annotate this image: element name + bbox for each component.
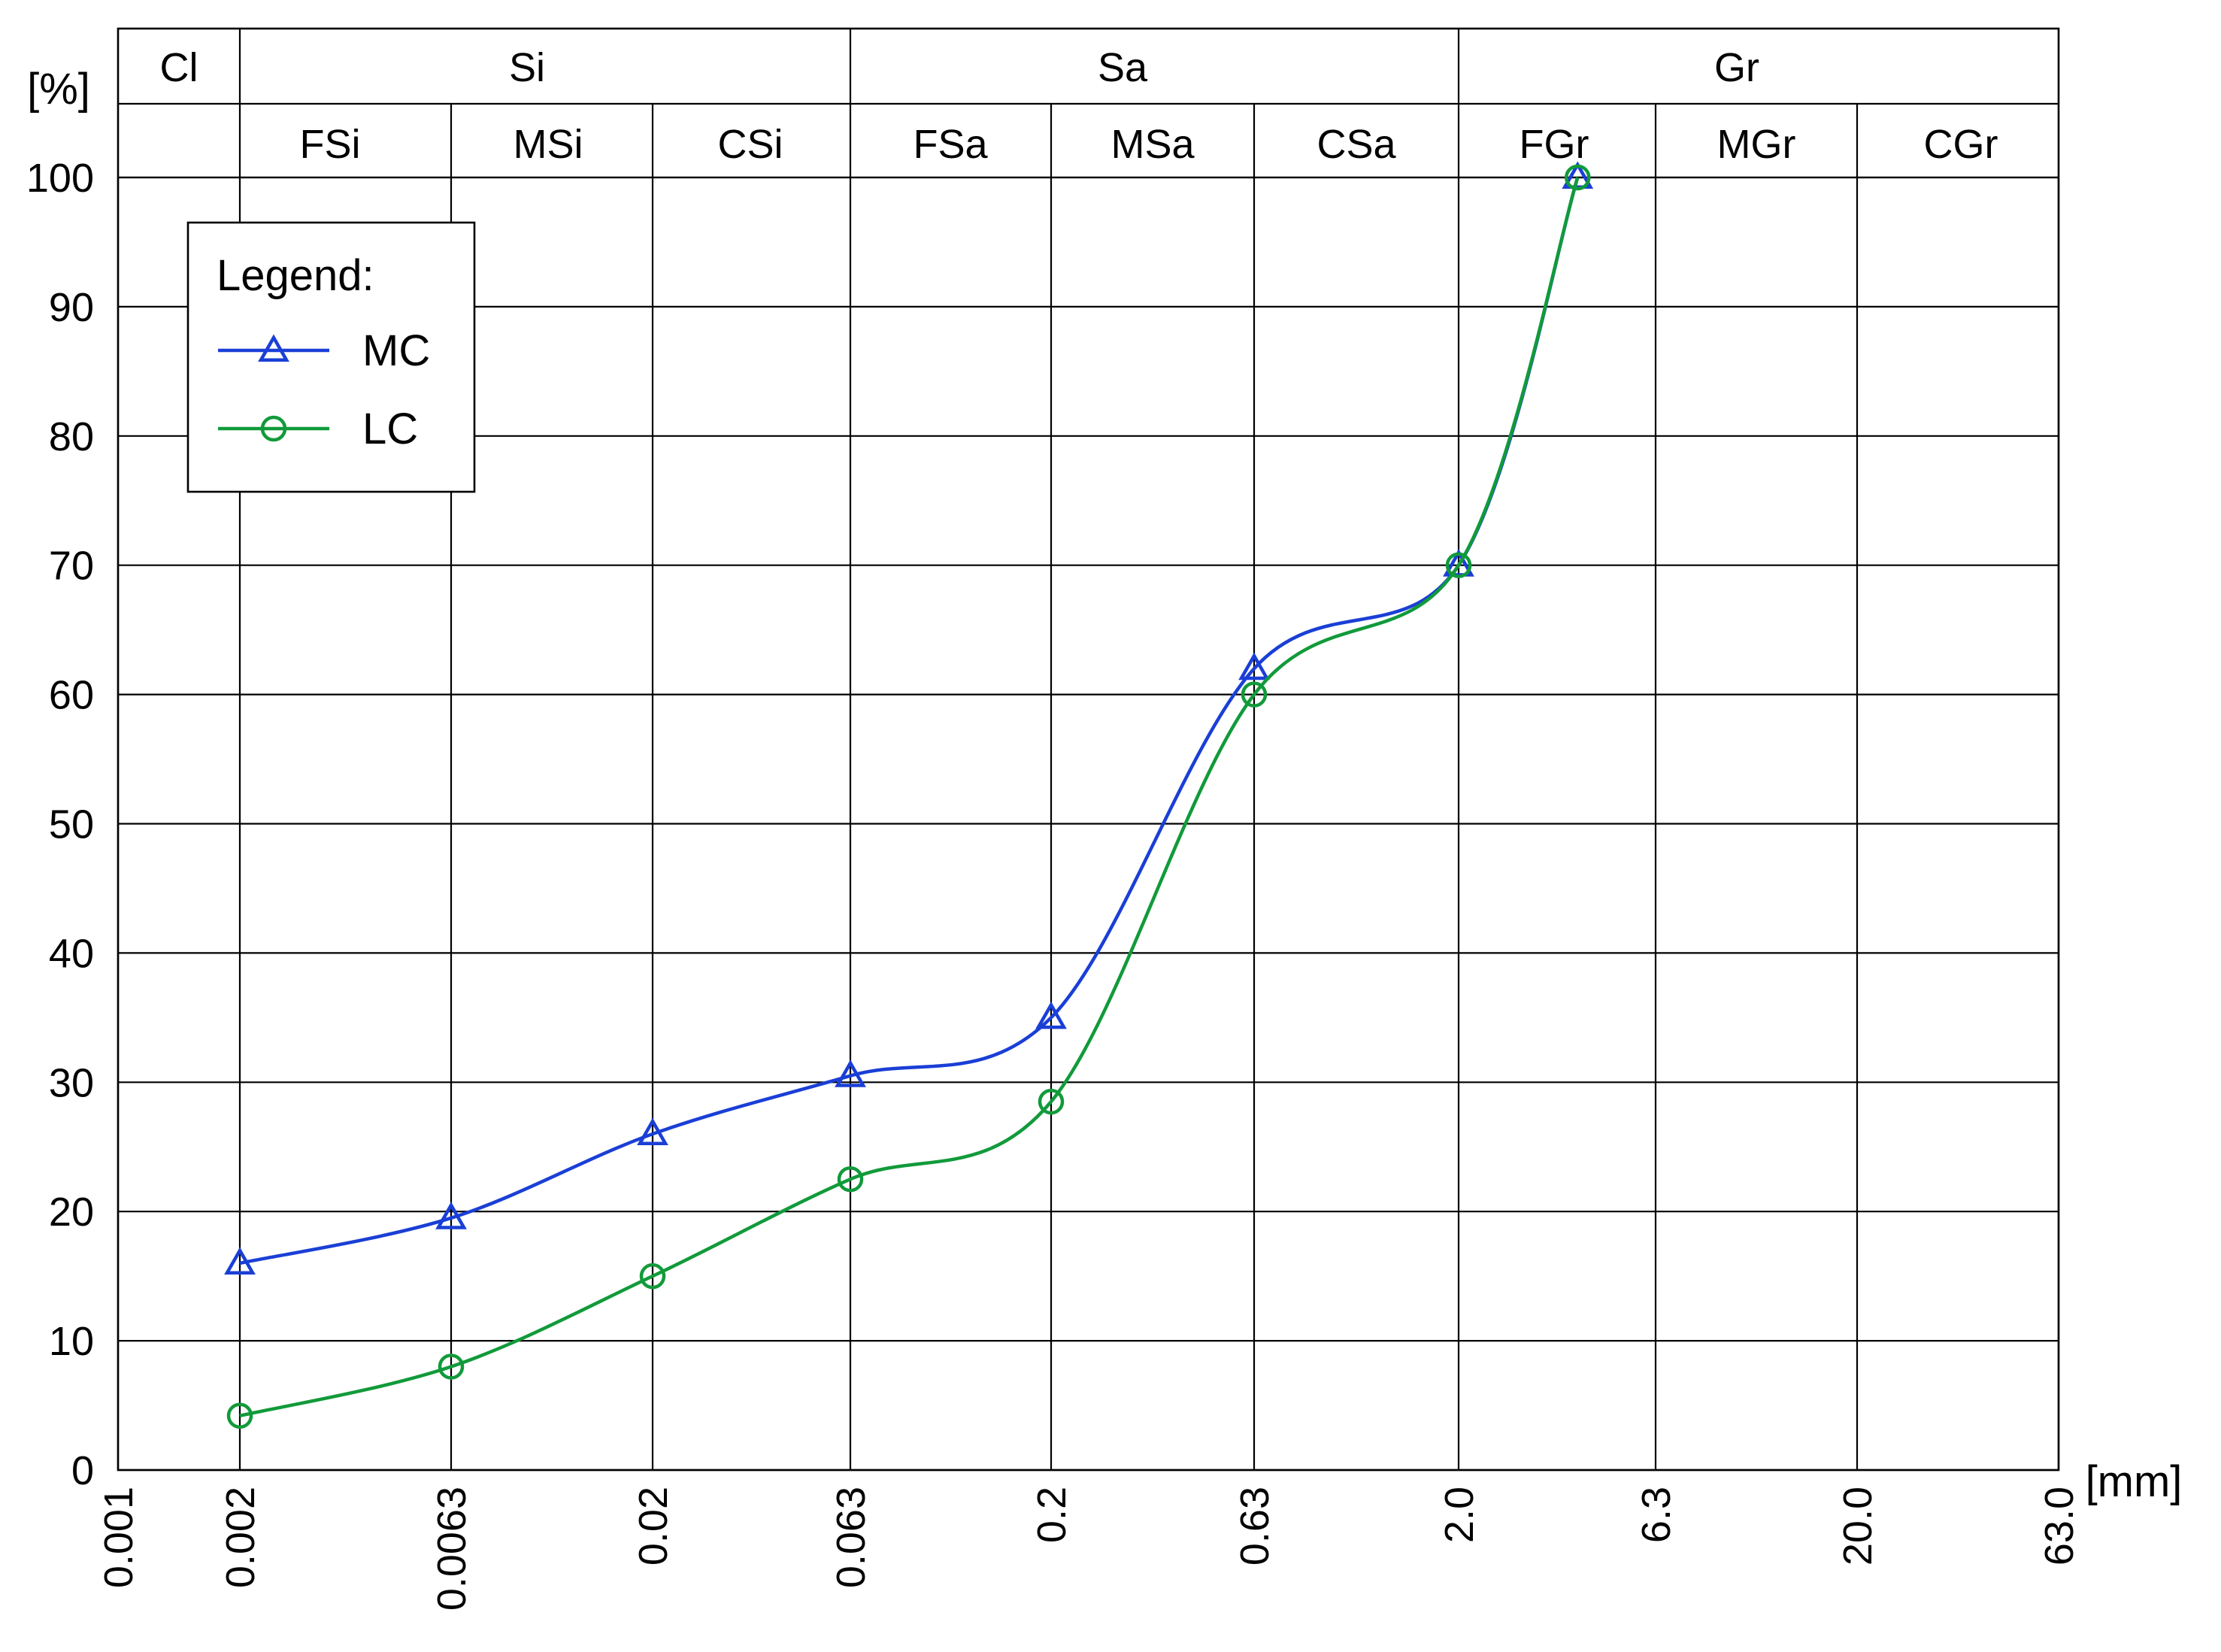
- x-tick-label: 63.0: [2037, 1487, 2082, 1566]
- legend-box: [186, 221, 476, 493]
- series-lc-point: [1038, 1088, 1065, 1115]
- y-tick-label: 70: [49, 544, 94, 589]
- header-sub-msa: MSa: [1110, 122, 1195, 167]
- series-mc-point: [224, 1247, 256, 1275]
- x-tick-label: 0.02: [631, 1487, 676, 1566]
- legend-item-lc: LC: [218, 405, 418, 453]
- x-tick-labels: 0.001 0.002 0.0063 0.02 0.063 0.2 0.63 2.0 6.3 20…: [96, 1487, 2082, 1611]
- y-axis-unit: [%]: [27, 65, 90, 114]
- x-tick-label: 0.0063: [429, 1487, 474, 1611]
- header-sub-csa: CSa: [1317, 122, 1396, 167]
- header-group-si: Si: [509, 45, 545, 90]
- y-tick-label: 10: [49, 1319, 94, 1364]
- legend-label-lc: LC: [362, 405, 418, 453]
- series-lc-point: [639, 1262, 666, 1290]
- legend-label-mc: MC: [362, 326, 430, 375]
- x-tick-label: 2.0: [1437, 1487, 1482, 1543]
- x-tick-label: 0.001: [96, 1487, 141, 1588]
- x-tick-label: 6.3: [1634, 1487, 1679, 1543]
- legend-marker-mc: [258, 334, 289, 362]
- series-lc-line: [239, 177, 1580, 1417]
- series-lc-point: [1445, 552, 1472, 578]
- series-mc-point: [435, 1202, 467, 1229]
- x-tick-label: 0.2: [1029, 1487, 1074, 1543]
- x-tick-label: 0.63: [1232, 1487, 1277, 1566]
- y-tick-label: 0: [71, 1448, 94, 1493]
- y-tick-label: 40: [49, 931, 94, 976]
- header-sub-fsi: FSi: [300, 122, 361, 167]
- series-lc-point: [837, 1165, 864, 1193]
- y-tick-labels: 0 10 20 30 40 50 60 70 80 90 100: [26, 156, 94, 1493]
- series-lc-point: [1241, 681, 1268, 708]
- series-lc-point: [438, 1353, 465, 1380]
- y-tick-label: 60: [49, 673, 94, 718]
- legend-title: Legend:: [217, 251, 374, 300]
- series-mc-point: [1035, 1001, 1067, 1029]
- y-tick-label: 30: [49, 1060, 94, 1105]
- x-tick-label: 0.063: [829, 1487, 874, 1588]
- x-tick-label: 20.0: [1835, 1487, 1880, 1566]
- header-sub-cgr: CGr: [1924, 122, 1998, 167]
- y-tick-label: 80: [49, 414, 94, 459]
- y-tick-label: 50: [49, 802, 94, 847]
- fraction-header: Cl Si Sa Gr FSi MSi CSi FSa MSa CSa FGr …: [160, 45, 1998, 167]
- series-lc-point: [1565, 164, 1591, 191]
- y-tick-label: 100: [26, 156, 94, 201]
- header-sub-fsa: FSa: [913, 122, 988, 167]
- legend-marker-lc: [260, 415, 287, 442]
- header-group-sa: Sa: [1098, 45, 1148, 90]
- y-tick-label: 20: [49, 1190, 94, 1235]
- y-tick-label: 90: [49, 285, 94, 330]
- series-layer: [224, 161, 1594, 1429]
- x-tick-label: 0.002: [218, 1487, 263, 1588]
- header-group-gr: Gr: [1714, 45, 1759, 90]
- x-axis-unit: [mm]: [2086, 1457, 2183, 1506]
- header-sub-csi: CSi: [717, 122, 783, 167]
- header-sub-fgr: FGr: [1520, 122, 1589, 167]
- header-sub-mgr: MGr: [1717, 122, 1796, 167]
- series-mc-point: [1238, 652, 1270, 681]
- series-lc: [226, 164, 1591, 1429]
- header-group-cl: Cl: [160, 45, 198, 90]
- series-mc-point: [835, 1059, 866, 1087]
- legend-item-mc: MC: [218, 326, 430, 375]
- legend: Legend: MC LC: [186, 221, 476, 493]
- header-sub-msi: MSi: [514, 122, 583, 167]
- series-mc-point: [637, 1117, 668, 1146]
- series-lc-point: [226, 1402, 253, 1429]
